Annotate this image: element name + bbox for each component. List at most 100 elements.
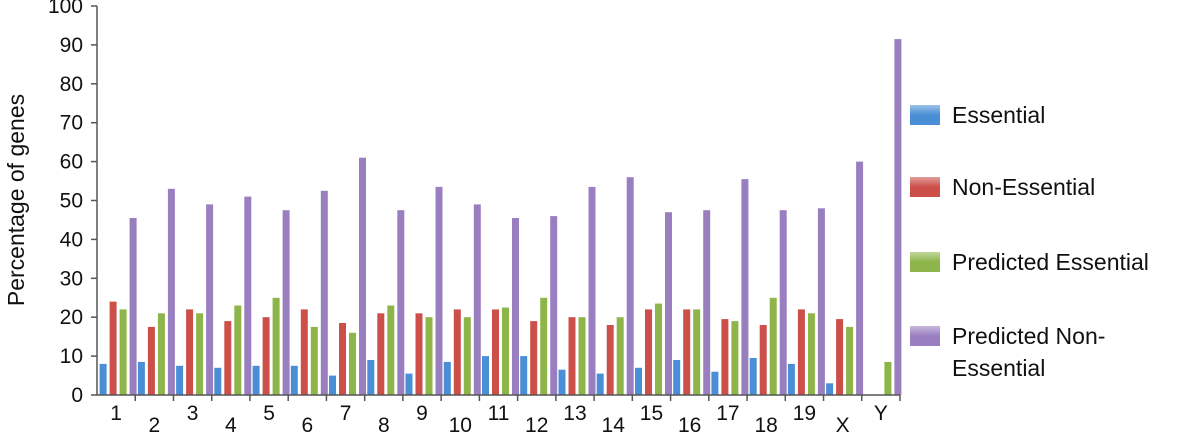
bar-predicted-non-essential-14	[626, 177, 634, 395]
legend: Essential Non-Essential Predicted Essentia…	[910, 102, 1149, 381]
bar-essential-6	[290, 365, 298, 395]
bar-predicted-essential-9	[425, 317, 433, 395]
y-axis-title: Percentage of genes	[3, 94, 29, 306]
bar-essential-19	[787, 363, 795, 395]
bar-non-essential-18	[759, 325, 767, 395]
bar-predicted-essential-2	[157, 313, 165, 395]
bar-predicted-non-essential-2	[167, 188, 175, 395]
bar-non-essential-19	[797, 309, 805, 395]
x-tick-label: X	[836, 414, 850, 437]
bar-predicted-essential-7	[349, 332, 356, 395]
bar-essential-4	[214, 367, 222, 395]
legend-swatch-shine-predicted-essential	[910, 252, 940, 262]
bar-non-essential-3	[186, 309, 194, 395]
bar-non-essential-1	[109, 301, 117, 395]
y-tick-label: 90	[60, 34, 83, 57]
bar-predicted-essential-6	[310, 326, 318, 395]
x-tick-label: 13	[563, 402, 586, 425]
bar-predicted-non-essential-10	[473, 204, 481, 395]
y-tick-label: 70	[60, 112, 83, 135]
bar-predicted-non-essential-17	[741, 179, 749, 395]
bar-predicted-non-essential-y	[894, 39, 902, 395]
bar-predicted-essential-16	[693, 309, 701, 395]
bar-predicted-non-essential-3	[206, 204, 214, 395]
bar-predicted-non-essential-1	[129, 218, 137, 395]
bar-non-essential-5	[262, 317, 270, 395]
y-tick-label: 60	[60, 151, 83, 174]
x-tick-label: 6	[301, 414, 313, 437]
bar-predicted-essential-12	[540, 297, 548, 396]
bar-predicted-non-essential-15	[665, 212, 672, 395]
y-axis: 0 10 20 30 40 50 60 70 80 90 100	[48, 0, 98, 407]
legend-swatch-shine-non-essential	[910, 177, 940, 187]
bar-non-essential-15	[645, 309, 652, 395]
bar-essential-15	[635, 367, 642, 395]
y-tick-label: 80	[60, 73, 83, 96]
bar-essential-16	[673, 360, 681, 395]
bar-essential-2	[137, 361, 145, 395]
bar-non-essential-7	[339, 323, 346, 395]
bar-predicted-essential-13	[578, 317, 586, 395]
bar-non-essential-4	[224, 321, 232, 395]
bar-non-essential-11	[492, 309, 499, 395]
bar-essential-11	[482, 356, 489, 395]
x-tick-label: 17	[716, 402, 739, 425]
x-tick-label: 1	[110, 402, 122, 425]
bar-predicted-non-essential-9	[435, 186, 443, 395]
y-tick-label: 50	[60, 190, 83, 213]
x-tick-label: 9	[416, 402, 428, 425]
bar-predicted-essential-11	[502, 307, 509, 395]
bar-essential-7	[329, 375, 336, 395]
x-tick-label: 16	[678, 414, 701, 437]
x-tick-label: 15	[640, 402, 663, 425]
x-tick-label: 11	[488, 402, 510, 425]
bar-non-essential-x	[836, 319, 844, 395]
bar-non-essential-2	[147, 326, 155, 395]
bar-non-essential-6	[300, 309, 308, 395]
legend-label-predicted-essential: Predicted Essential	[952, 249, 1149, 275]
bar-essential-1	[99, 363, 107, 395]
bar-essential-9	[405, 373, 413, 395]
bar-predicted-essential-4	[234, 305, 242, 395]
x-tick-label: 14	[602, 414, 626, 437]
bar-essential-3	[176, 365, 184, 395]
x-tick-label: 2	[149, 414, 161, 437]
legend-label-non-essential: Non-Essential	[952, 174, 1095, 200]
bar-predicted-essential-17	[731, 321, 739, 395]
x-tick-label: 19	[793, 402, 816, 425]
plot-area	[99, 39, 902, 396]
bar-essential-10	[443, 361, 451, 395]
bar-predicted-non-essential-x	[856, 161, 864, 395]
bar-predicted-essential-3	[196, 313, 204, 395]
x-tick-label: 3	[187, 402, 199, 425]
x-tick-label: 8	[378, 414, 390, 437]
bar-predicted-non-essential-4	[244, 196, 252, 395]
bar-non-essential-9	[415, 313, 423, 395]
bar-non-essential-17	[721, 319, 729, 395]
bar-non-essential-10	[453, 309, 461, 395]
bar-predicted-essential-8	[387, 305, 395, 395]
bar-essential-x	[826, 383, 834, 395]
bar-predicted-non-essential-13	[588, 186, 596, 395]
bar-predicted-non-essential-18	[779, 210, 787, 395]
bar-essential-12	[520, 356, 528, 395]
x-tick-label: 12	[525, 414, 548, 437]
x-tick-label: 10	[449, 414, 472, 437]
bar-non-essential-14	[606, 325, 614, 395]
bar-essential-14	[596, 373, 604, 395]
y-tick-label: 100	[48, 0, 83, 18]
x-tick-label: 7	[340, 402, 352, 425]
bar-predicted-essential-18	[769, 297, 777, 396]
bar-predicted-non-essential-11	[512, 218, 519, 395]
bar-non-essential-13	[568, 317, 576, 395]
bar-predicted-non-essential-16	[703, 210, 711, 395]
bar-predicted-non-essential-6	[320, 190, 328, 395]
bar-predicted-non-essential-19	[817, 208, 825, 395]
bar-predicted-essential-15	[655, 303, 662, 395]
y-tick-label: 40	[60, 228, 83, 251]
bar-predicted-non-essential-8	[397, 210, 405, 395]
bar-predicted-essential-x	[846, 326, 854, 395]
y-tick-label: 20	[60, 306, 83, 329]
legend-label-essential: Essential	[952, 102, 1045, 128]
